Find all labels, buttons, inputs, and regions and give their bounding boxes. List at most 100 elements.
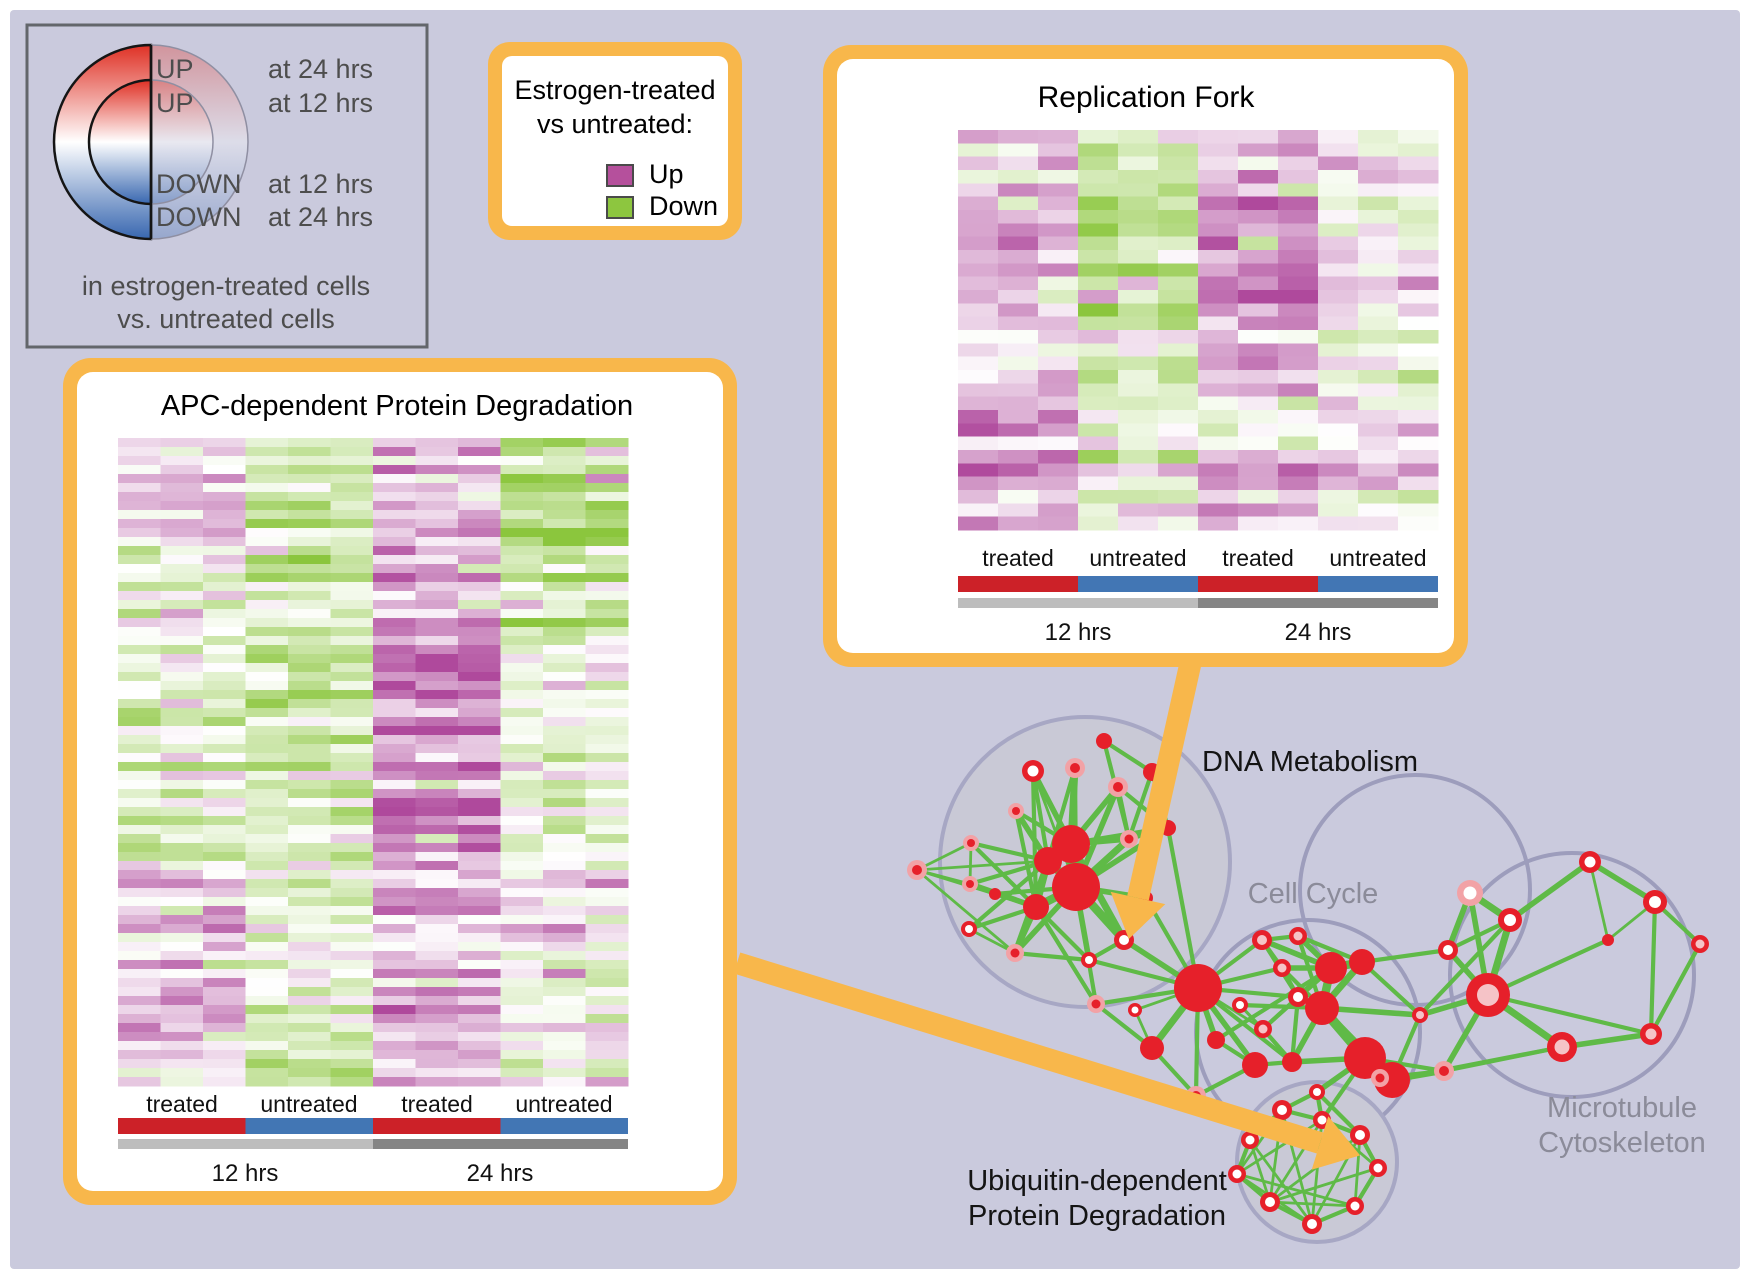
heatmap-cell	[543, 1005, 586, 1015]
heatmap-cell	[1318, 396, 1359, 411]
heatmap-cell	[245, 969, 289, 979]
heatmap-cell	[543, 987, 586, 997]
heatmap-cell	[118, 906, 161, 916]
heatmap-cell	[160, 843, 204, 853]
network-node-gene	[1052, 863, 1100, 911]
heatmap-cell	[1358, 356, 1399, 371]
heatmap-cell	[160, 555, 204, 565]
heatmap-cell	[203, 834, 246, 844]
heatmap-cell	[1078, 303, 1119, 318]
heatmap-cell	[1118, 156, 1159, 171]
heatmap-cell	[245, 861, 289, 871]
heatmap-cell	[330, 1068, 374, 1078]
heatmap-cell	[1398, 330, 1439, 344]
heatmap-cell	[1038, 503, 1079, 518]
heatmap-cell	[500, 546, 544, 556]
network-edge	[1268, 1200, 1357, 1208]
network-node-center	[1375, 1073, 1385, 1083]
heatmap-cell	[415, 924, 459, 934]
heatmap-cell	[1118, 343, 1159, 358]
heatmap-cell	[415, 807, 459, 817]
heatmap-cell	[543, 789, 586, 799]
heatmap-cell	[118, 960, 161, 970]
heatmap-cell	[543, 681, 586, 691]
heatmap-cell	[500, 1041, 544, 1051]
heatmap-cell	[1318, 383, 1359, 398]
heatmap-cell	[958, 476, 999, 491]
heatmap-cell	[1318, 370, 1359, 384]
network-edge	[915, 859, 1050, 872]
heatmap-cell	[203, 735, 246, 745]
heatmap-cell	[203, 681, 246, 691]
heatmap-cell	[1118, 410, 1159, 424]
heatmap-cell	[543, 969, 586, 979]
heatmap-cell	[500, 645, 544, 655]
heatmap-cell	[1318, 330, 1359, 344]
heatmap-cell	[118, 1032, 161, 1042]
heatmap-cell	[1278, 476, 1319, 491]
heatmap-cell	[543, 717, 586, 727]
network-edge	[1485, 992, 1654, 1037]
heatmap-cell	[1398, 250, 1439, 264]
heatmap-cell	[330, 780, 374, 790]
heatmap-cell	[1318, 476, 1359, 491]
heatmap-cell	[1038, 156, 1079, 171]
heatmap-cell	[998, 436, 1039, 451]
heatmap-cell	[160, 861, 204, 871]
heatmap-cell	[1398, 263, 1439, 278]
heatmap-cell	[1358, 450, 1399, 464]
down-label: Down	[649, 191, 718, 221]
time-bar-12hrs	[958, 598, 1198, 608]
heatmap-cell	[245, 888, 289, 898]
heatmap-cell	[373, 1077, 416, 1087]
network-edge	[1101, 738, 1155, 775]
heatmap-cell	[415, 573, 459, 583]
heatmap-cell	[245, 699, 289, 709]
heatmap-cell	[458, 825, 501, 835]
inner-circle-faded-outline	[150, 79, 214, 205]
heatmap-cell	[543, 636, 586, 646]
heatmap-cell	[500, 816, 544, 826]
heatmap-cell	[500, 861, 544, 871]
heatmap-cell	[500, 996, 544, 1006]
heatmap-cell	[998, 463, 1039, 478]
heatmap-cell	[160, 888, 204, 898]
heatmap-cell	[160, 825, 204, 835]
heatmap-cell	[500, 501, 544, 511]
heatmap-cell	[585, 645, 629, 655]
heatmap-cell	[1158, 423, 1199, 438]
heatmap-cell	[118, 474, 161, 484]
network-edge	[1587, 859, 1658, 905]
heatmap-cell	[458, 906, 501, 916]
heatmap-cell	[415, 762, 459, 772]
heatmap-cell	[998, 516, 1039, 531]
heatmap-cell	[288, 771, 331, 781]
heatmap-cell	[245, 537, 289, 547]
heatmap-cell	[330, 1059, 374, 1069]
heatmap-cell	[1078, 236, 1119, 251]
heatmap-cell	[330, 960, 374, 970]
heatmap-cell	[415, 636, 459, 646]
heatmap-cell	[245, 870, 289, 880]
heatmap-cell	[458, 1005, 501, 1015]
heatmap-cell	[373, 447, 416, 457]
heatmap-cell	[458, 663, 501, 673]
heatmap-cell	[1198, 183, 1239, 198]
heatmap-cell	[245, 600, 289, 610]
heatmap-cell	[500, 852, 544, 862]
heatmap-cell	[330, 528, 374, 538]
heatmap-cell	[373, 951, 416, 961]
heatmap-cell	[160, 1023, 204, 1033]
heatmap-cell	[288, 996, 331, 1006]
heatmap-cell	[543, 996, 586, 1006]
heatmap-cell	[585, 483, 629, 493]
heatmap-cell	[160, 807, 204, 817]
heatmap-cell	[1118, 383, 1159, 398]
up-color-swatch	[606, 164, 634, 187]
heatmap-cell	[1198, 276, 1239, 291]
heatmap-cell	[245, 438, 289, 448]
heatmap-cell	[118, 1068, 161, 1078]
heatmap-cell	[160, 771, 204, 781]
legend-up-12-time: at 12 hrs	[268, 88, 373, 118]
heatmap-cell	[543, 474, 586, 484]
